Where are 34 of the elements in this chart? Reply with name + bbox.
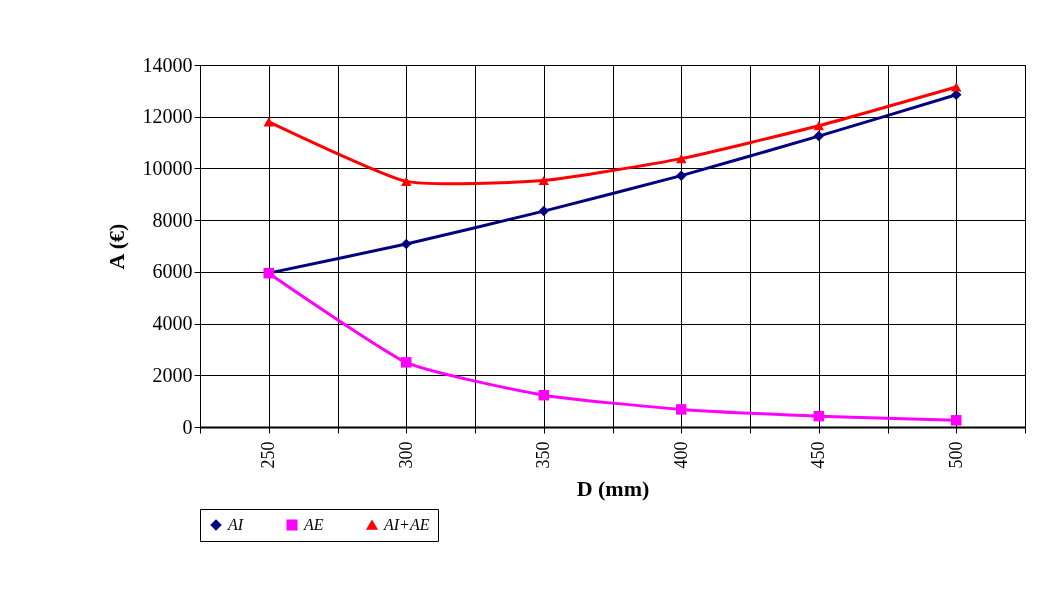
point	[538, 205, 549, 217]
point	[813, 130, 824, 142]
x-tick-label: 250	[258, 441, 279, 469]
point	[951, 415, 962, 426]
legend-label: AE	[303, 516, 324, 533]
point	[401, 176, 412, 186]
y-tick-label: 10000	[142, 156, 193, 179]
y-tick-label: 8000	[152, 208, 193, 231]
y-tick-label: 0	[182, 415, 193, 438]
y-tick-label: 14000	[142, 53, 193, 76]
y-tick-label: 2000	[152, 363, 193, 386]
point	[401, 238, 412, 250]
x-axis-title: D (mm)	[576, 475, 650, 501]
x-tick-label: 450	[808, 441, 829, 469]
x-tick-label: 500	[945, 441, 966, 469]
point	[401, 357, 412, 368]
y-tick-label: 12000	[142, 105, 193, 128]
point	[951, 82, 962, 92]
point	[263, 117, 274, 127]
y-tick-label: 6000	[152, 260, 193, 283]
point	[813, 410, 824, 422]
point	[676, 404, 687, 415]
x-tick-label: 400	[670, 441, 691, 469]
x-tick-label: 350	[533, 441, 554, 469]
legend-label: AI+AE	[383, 516, 430, 533]
point	[538, 176, 549, 186]
point	[676, 154, 687, 164]
legend-label: AI	[227, 516, 244, 533]
point	[813, 121, 824, 131]
y-tick-label: 4000	[152, 312, 193, 335]
y-axis-title: A (€)	[103, 223, 129, 270]
point	[538, 389, 549, 401]
x-tick-label: 300	[395, 441, 416, 469]
point	[676, 170, 687, 181]
